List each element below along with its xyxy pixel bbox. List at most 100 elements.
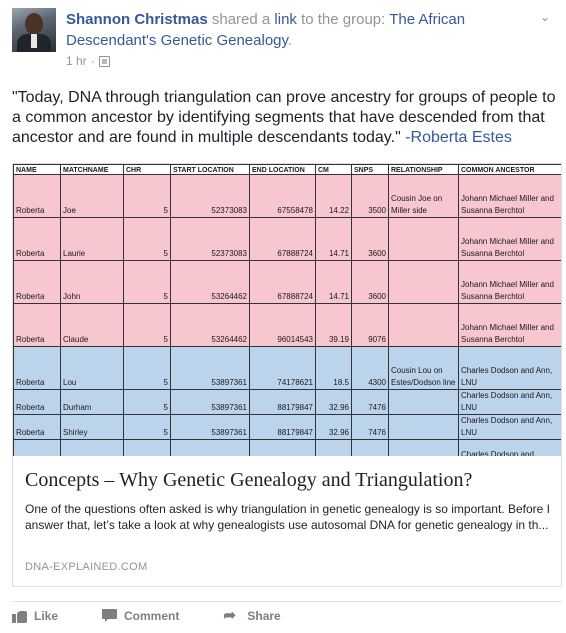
header-cell: Relationship [388,164,459,175]
cell-chr: 5 [123,260,171,304]
cell-cm: 39.19 [315,303,352,347]
comment-bubble-icon [102,609,118,623]
header-cell: START LOCATION [170,164,250,175]
cell-relationship [388,303,459,347]
thumbs-up-icon [12,609,28,623]
cell-chr: 5 [123,174,171,218]
link-attachment[interactable]: NAME MATCHNAME CHR START LOCATION END LO… [12,163,562,587]
cell-name: Roberta [13,346,61,390]
header-cell: Common Ancestor [458,164,561,175]
cell-relationship [388,260,459,304]
cell-name: Roberta [13,260,61,304]
cell-name: Roberta [13,414,61,440]
cell-ancestor: Johann Michael Miller and Susanna Bercht… [458,303,561,347]
cell-end: 96014543 [249,303,316,347]
author-name-link[interactable]: Shannon Christmas [66,11,208,28]
cell-ancestor: Charles Dodson and Ann, LNU [458,346,561,390]
cell-start: 52373083 [170,174,250,218]
header-cell: END LOCATION [249,164,316,175]
cell-match: Claude [60,303,124,347]
cell-relationship: Cousin Lou on Estes/Dodson line [388,346,459,390]
cell-chr: 5 [123,346,171,390]
cell-cm: 18.5 [315,346,352,390]
header-cell: SNPS [351,164,389,175]
table-row: Charles Dodson and [13,439,561,456]
chevron-down-icon[interactable]: ⌄ [540,10,551,24]
to-group-text: to the group: [296,11,390,28]
attachment-description: One of the questions often asked is why … [25,502,550,532]
cell-snps: 4300 [351,346,389,390]
cell-start: 52373083 [170,217,250,261]
cell-name: Roberta [13,389,61,415]
comment-button[interactable]: Comment [102,609,179,623]
cell-match: Joe [60,174,124,218]
cell-chr: 5 [123,217,171,261]
cell-match: Laurie [60,217,124,261]
cell-name: Roberta [13,174,61,218]
attachment-title[interactable]: Concepts – Why Genetic Genealogy and Tri… [25,469,473,491]
cell-ancestor: Charles Dodson and Ann, LNU [458,389,561,415]
table-row: Roberta Claude 5 53264462 96014543 39.19… [13,303,561,347]
actions-divider [12,601,562,602]
cell-ancestor: Johann Michael Miller and Susanna Bercht… [458,174,561,218]
cell-relationship [388,414,459,440]
cell-snps: 7476 [351,414,389,440]
like-label: Like [34,609,59,623]
action-text: shared a [207,11,275,28]
cell-chr: 5 [123,389,171,415]
cell-end: 88179847 [249,389,316,415]
cell-start: 53264462 [170,303,250,347]
cell-snps: 9076 [351,303,389,347]
group-name-link[interactable]: The African Descendant's Genetic Genealo… [66,11,466,49]
cell-match: Durham [60,389,124,415]
table-row: Roberta Durham 5 53897361 88179847 32.96… [13,389,561,415]
message-text: "Today, DNA through triangulation can pr… [12,89,556,146]
cell-start: 53897361 [170,414,250,440]
cell-match: Lou [60,346,124,390]
cell-snps: 3500 [351,174,389,218]
cell-start: 53264462 [170,260,250,304]
avatar-head [25,13,43,35]
share-button[interactable]: ➦ Share [223,608,280,623]
cell-end: 74178621 [249,346,316,390]
table-row: Roberta Joe 5 52373083 67558478 14.22 35… [13,174,561,218]
table-header-row: NAME MATCHNAME CHR START LOCATION END LO… [13,164,561,175]
cell-name: Roberta [13,303,61,347]
cell-cm: 32.96 [315,414,352,440]
like-button[interactable]: Like [12,609,58,623]
attachment-domain: DNA-EXPLAINED.COM [25,561,148,573]
cell-match [60,439,124,456]
cell-match: Shirley [60,414,124,440]
table-row: Roberta Lou 5 53897361 74178621 18.5 430… [13,346,561,390]
comment-label: Comment [124,609,180,623]
cell-ancestor: Charles Dodson and Ann, LNU [458,414,561,440]
cell-name: Roberta [13,217,61,261]
meta-separator: · [90,54,95,68]
cell-match: John [60,260,124,304]
cell-cm: 14.71 [315,217,352,261]
cell-snps: 7476 [351,389,389,415]
author-avatar[interactable] [12,8,56,52]
post-headline: Shannon Christmas shared a link to the g… [66,9,526,51]
cell-start [170,439,250,456]
attachment-image[interactable]: NAME MATCHNAME CHR START LOCATION END LO… [13,164,561,456]
cell-end: 67888724 [249,260,316,304]
group-audience-icon[interactable] [98,55,110,67]
post-message: "Today, DNA through triangulation can pr… [12,88,557,148]
avatar-collar [31,34,37,48]
cell-end: 88179847 [249,414,316,440]
cell-start: 53897361 [170,389,250,415]
cell-start: 53897361 [170,346,250,390]
quote-author-link[interactable]: -Roberta Estes [405,129,512,146]
cell-end [249,439,316,456]
post-timestamp[interactable]: 1 hr [66,54,87,68]
cell-snps [351,439,389,456]
cell-snps: 3600 [351,260,389,304]
cell-chr: 5 [123,414,171,440]
cell-ancestor: Johann Michael Miller and Susanna Bercht… [458,260,561,304]
cell-relationship [388,389,459,415]
post-actions: Like Comment ➦ Share [12,608,325,623]
shared-link-word[interactable]: link [274,11,297,28]
cell-chr: 5 [123,303,171,347]
